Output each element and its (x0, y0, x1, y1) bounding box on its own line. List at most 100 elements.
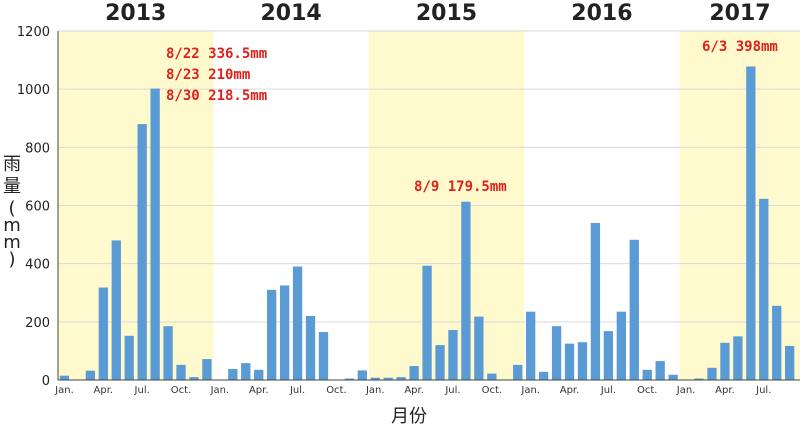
y-tick-label-1200: 1200 (17, 25, 50, 40)
bar-2014-11 (344, 378, 355, 380)
x-tick-label-2015-Apr: Apr. (404, 385, 424, 396)
bar-2013-6 (124, 335, 134, 380)
x-tick-label-2017-Jan: Jan. (676, 385, 696, 396)
bar-2013-7 (137, 124, 147, 380)
bar-2016-3 (551, 326, 562, 380)
bar-2014-6 (279, 285, 290, 380)
bar-2013-9 (163, 326, 173, 380)
x-tick-label-2014-Apr: Apr. (249, 385, 269, 396)
bar-2013-10 (176, 364, 186, 380)
year-label-2014: 2014 (260, 1, 321, 26)
bar-2017-7 (759, 198, 769, 380)
bar-2017-3 (707, 367, 717, 380)
year-label-2015: 2015 (416, 1, 477, 26)
bar-2014-5 (267, 289, 277, 380)
y-axis-title: 雨量(m m) (3, 154, 21, 270)
bar-2015-8 (461, 201, 471, 380)
bar-2017-2 (694, 378, 704, 380)
bar-2014-8 (305, 316, 316, 380)
x-tick-label-2017-Jul: Jul. (755, 385, 771, 396)
bar-2013-5 (111, 240, 121, 380)
y-tick-label-200: 200 (25, 316, 50, 331)
y-axis-title-char: ) (8, 249, 15, 270)
x-tick-label-2014-Jul: Jul. (289, 385, 305, 396)
bar-2017-4 (720, 342, 730, 380)
x-tick-label-2013-Apr: Apr. (94, 385, 114, 396)
bar-2014-2 (228, 368, 238, 380)
x-tick-label-2014-Jan: Jan. (210, 385, 230, 396)
annotations: 8/22 336.5mm 8/23 210mm 8/30 218.5mm 8/9 17… (166, 39, 778, 195)
annotation-2013-3: 8/30 218.5mm (166, 88, 267, 104)
bar-2014-4 (254, 369, 264, 380)
bar-2013-8 (150, 88, 160, 381)
bar-2015-5 (422, 265, 432, 380)
bar-2015-2 (383, 377, 393, 380)
x-tick-label-2016-Oct: Oct. (637, 385, 657, 396)
bar-2014-12 (357, 370, 367, 380)
annotation-2017-1: 6/3 398mm (702, 39, 778, 55)
y-tick-label-400: 400 (25, 258, 50, 273)
bar-2017-9 (785, 345, 795, 380)
bar-2015-9 (474, 316, 484, 380)
bar-2017-8 (772, 305, 782, 380)
bar-2013-11 (189, 377, 199, 380)
x-tick-label-2013-Jul: Jul. (134, 385, 150, 396)
x-tick-label-2016-Jul: Jul. (600, 385, 616, 396)
year-label-2017: 2017 (709, 1, 770, 26)
x-tick-label-2014-Oct: Oct. (326, 385, 346, 396)
axes (57, 31, 800, 381)
annotation-2013-2: 8/23 210mm (166, 67, 250, 83)
bar-2016-8 (616, 311, 626, 380)
bar-2016-2 (538, 371, 549, 380)
tick-labels: 0 200 400 600 800 1000 1200 Jan. Apr. Jul. Oct. Jan… (17, 25, 771, 396)
y-axis-title-char: 量 (3, 176, 21, 197)
bar-2015-4 (409, 366, 419, 380)
y-axis-title-char: 雨 (3, 154, 21, 175)
bar-2016-6 (590, 222, 601, 380)
bar-2016-5 (577, 342, 588, 380)
bar-2015-7 (448, 329, 458, 380)
y-tick-label-0: 0 (42, 374, 50, 389)
year-label-2013: 2013 (105, 1, 166, 26)
bar-2015-3 (396, 377, 406, 380)
bar-2016-11 (655, 361, 665, 380)
bar-2016-4 (564, 343, 575, 380)
bar-2013-4 (98, 287, 108, 380)
x-tick-label-2017-Apr: Apr. (715, 385, 735, 396)
annotation-2013-1: 8/22 336.5mm (166, 46, 267, 62)
bar-2013-3 (85, 370, 96, 380)
bar-2014-7 (292, 266, 303, 380)
y-tick-label-800: 800 (25, 141, 50, 156)
bar-2015-1 (370, 377, 380, 380)
bar-2017-6 (746, 66, 756, 381)
y-axis-title-char: m (3, 215, 21, 236)
bar-2016-9 (629, 239, 639, 380)
x-axis-title: 月份 (391, 406, 427, 427)
bar-2017-5 (733, 336, 743, 380)
x-tick-label-2013-Oct: Oct. (171, 385, 191, 396)
bar-2015-12 (513, 364, 523, 380)
annotation-2015-1: 8/9 179.5mm (414, 179, 507, 195)
bar-2015-6 (435, 345, 445, 380)
bar-2016-12 (668, 374, 678, 380)
bar-2014-3 (241, 363, 251, 380)
y-tick-label-1000: 1000 (17, 83, 50, 98)
y-axis-title-char: ( (8, 198, 15, 219)
x-tick-label-2013-Jan: Jan. (54, 385, 74, 396)
x-tick-label-2015-Oct: Oct. (482, 385, 502, 396)
bar-2013-1 (59, 375, 70, 380)
y-axis-title-char: m (3, 232, 21, 253)
year-label-2016: 2016 (571, 1, 632, 26)
bar-2016-7 (603, 331, 614, 380)
bar-series (59, 66, 795, 381)
year-labels: 2013 2014 2015 2016 2017 (105, 1, 771, 26)
x-tick-label-2016-Apr: Apr. (560, 385, 580, 396)
gridlines (58, 30, 800, 323)
x-tick-label-2015-Jan: Jan. (365, 385, 385, 396)
bar-2016-1 (526, 311, 536, 380)
y-tick-label-600: 600 (25, 200, 50, 215)
bar-2013-12 (202, 359, 212, 380)
x-tick-label-2015-Jul: Jul. (444, 385, 460, 396)
bar-2015-10 (487, 373, 497, 380)
